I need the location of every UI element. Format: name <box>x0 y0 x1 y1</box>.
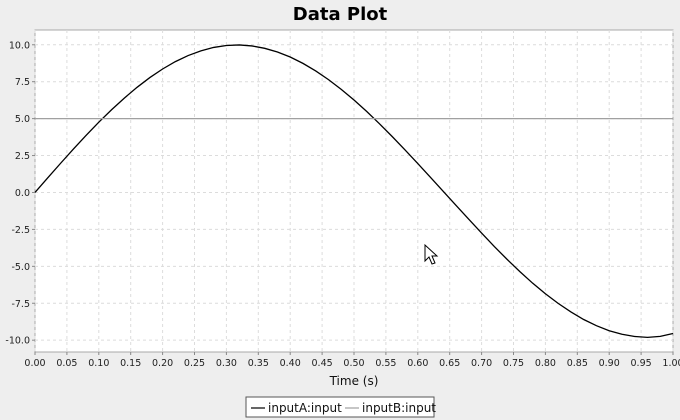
y-tick-label: 10.0 <box>9 40 30 51</box>
legend-label-inputB: inputB:input <box>362 401 436 415</box>
x-tick-label: 0.10 <box>88 358 109 369</box>
x-tick-label: 0.70 <box>471 358 492 369</box>
x-tick-label: 0.55 <box>375 358 396 369</box>
y-tick-label: -2.5 <box>11 225 30 236</box>
series-line-inputA <box>34 44 674 339</box>
x-tick-label: 0.15 <box>120 358 141 369</box>
x-tick-label: 0.40 <box>280 358 301 369</box>
x-tick-label: 0.50 <box>343 358 364 369</box>
y-tick-label: 5.0 <box>15 114 30 125</box>
legend: inputA:input inputB:input <box>245 396 436 418</box>
x-tick-label: 0.00 <box>24 358 45 369</box>
series-layer <box>34 44 674 339</box>
x-tick-label: 0.80 <box>535 358 556 369</box>
y-tick-label: 0.0 <box>15 188 30 199</box>
y-tick-label: 2.5 <box>15 151 30 162</box>
x-tick-label: 0.20 <box>152 358 173 369</box>
x-tick-label: 0.30 <box>216 358 237 369</box>
x-tick-label: 0.75 <box>503 358 524 369</box>
x-tick-label: 0.60 <box>407 358 428 369</box>
x-tick-label: 0.90 <box>599 358 620 369</box>
y-tick-label: -10.0 <box>5 336 30 347</box>
x-tick-label: 0.25 <box>184 358 205 369</box>
x-axis-label: Time (s) <box>329 374 379 388</box>
chart-title: Data Plot <box>293 4 388 25</box>
legend-label-inputA: inputA:input <box>268 401 342 415</box>
x-tick-label: 0.85 <box>567 358 588 369</box>
mouse-cursor-icon <box>424 243 439 265</box>
x-tick-label: 1.00 <box>662 358 680 369</box>
y-tick-label: -5.0 <box>11 262 30 273</box>
legend-box <box>245 396 435 418</box>
y-tick-label: 7.5 <box>15 77 30 88</box>
x-tick-label: 0.65 <box>439 358 460 369</box>
x-tick-label: 0.35 <box>248 358 269 369</box>
x-tick-label: 0.45 <box>312 358 333 369</box>
y-axis-ticks: 10.0 7.5 5.0 2.5 0.0 -2.5 -5.0 -7.5 -10.0 <box>5 40 35 347</box>
x-axis-ticks: 0.00 0.05 0.10 0.15 0.20 0.25 0.30 0.35 0.40 0.45… <box>24 352 680 369</box>
y-tick-label: -7.5 <box>11 299 30 310</box>
x-tick-label: 0.05 <box>56 358 77 369</box>
x-tick-label: 0.95 <box>631 358 652 369</box>
